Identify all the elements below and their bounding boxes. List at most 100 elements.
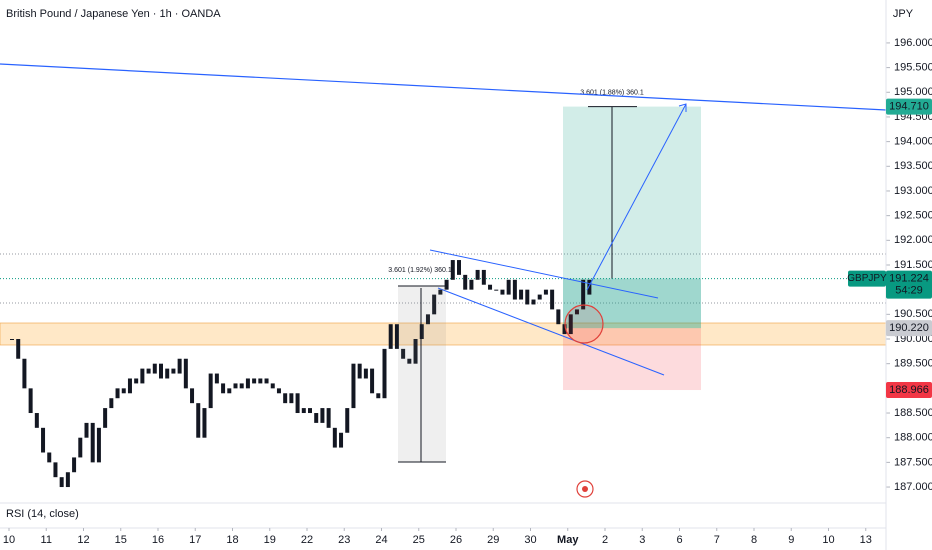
candle — [270, 383, 275, 389]
x-tick-label: 26 — [450, 534, 462, 546]
x-tick-label: 24 — [375, 534, 387, 546]
x-tick-label: 3 — [639, 534, 645, 546]
open-profit — [563, 278, 701, 329]
candle — [295, 393, 300, 414]
candle — [115, 388, 120, 399]
measure-label: 3.601 (1.92%) 360.1 — [388, 267, 452, 274]
candle — [152, 363, 157, 374]
candle — [28, 388, 33, 414]
y-tick-label: 187.500 — [894, 456, 932, 468]
candle — [587, 279, 592, 295]
x-tick-label: 9 — [788, 534, 794, 546]
y-tick-label: 189.500 — [894, 358, 932, 370]
candle — [190, 388, 195, 404]
x-tick-label: 11 — [41, 534, 52, 546]
candle — [208, 373, 213, 409]
candle — [519, 289, 524, 300]
x-tick-label: 15 — [115, 534, 127, 546]
price-tag-label: 188.966 — [889, 384, 929, 396]
last-price-label: 191.224 — [889, 273, 929, 285]
trend-line — [0, 63, 887, 111]
x-tick-label: 8 — [751, 534, 757, 546]
candle — [425, 314, 430, 325]
last-price-tag — [886, 270, 932, 299]
indicator-label: RSI (14, close) — [6, 508, 79, 520]
candle — [512, 279, 517, 300]
candle — [308, 408, 312, 414]
candle — [84, 422, 89, 438]
candle — [556, 309, 561, 325]
price-tag — [886, 320, 932, 337]
x-tick-label: 22 — [301, 534, 313, 546]
candle — [183, 358, 188, 389]
symbol-tag — [848, 270, 886, 287]
candle — [283, 393, 288, 404]
candle — [568, 314, 573, 335]
x-tick-label: 16 — [152, 534, 164, 546]
candle — [239, 383, 244, 389]
candle — [10, 339, 14, 341]
y-tick-label: 195.000 — [894, 86, 932, 98]
candle — [72, 457, 77, 473]
candle — [376, 393, 381, 399]
candle — [494, 289, 499, 291]
candle — [221, 383, 226, 394]
candle — [90, 422, 95, 463]
candle — [202, 408, 207, 438]
candle — [581, 279, 586, 310]
candle — [159, 363, 163, 379]
price-tag-label: 194.710 — [889, 100, 929, 112]
candle — [109, 398, 114, 409]
candle — [41, 427, 46, 453]
candle — [401, 348, 406, 359]
channel-line — [437, 287, 665, 376]
candle — [351, 363, 356, 409]
x-tick-label: 29 — [487, 534, 499, 546]
candle — [314, 413, 319, 423]
candle — [320, 408, 325, 423]
candle — [407, 358, 412, 364]
candle — [543, 289, 548, 295]
candle — [394, 324, 399, 349]
candle — [463, 274, 468, 290]
candle — [506, 279, 511, 295]
candle — [531, 299, 536, 305]
stop-zone — [563, 328, 701, 391]
candle — [245, 378, 250, 389]
y-tick-label: 193.500 — [894, 160, 932, 172]
candle — [326, 408, 331, 428]
y-tick-label: 188.000 — [894, 432, 932, 444]
candle — [264, 378, 269, 384]
x-tick-label: May — [557, 534, 579, 546]
candle — [481, 269, 486, 285]
candle — [78, 437, 83, 458]
candle — [332, 427, 337, 448]
symbol-label: GBPJPY — [847, 273, 887, 284]
candle — [22, 358, 27, 389]
candle — [53, 462, 58, 478]
y-tick-label: 190.500 — [894, 308, 932, 320]
y-tick-label: 195.500 — [894, 62, 932, 74]
price-tag — [886, 382, 932, 399]
price-tag-label: 190.220 — [889, 322, 929, 334]
x-tick-label: 7 — [714, 534, 720, 546]
candle — [59, 477, 64, 488]
candle — [34, 413, 39, 428]
candle — [134, 378, 139, 384]
y-tick-label: 192.000 — [894, 234, 932, 246]
x-tick-label: 10 — [3, 534, 15, 546]
candle — [140, 368, 145, 384]
candle — [127, 378, 132, 394]
countdown-label: 54:29 — [895, 285, 923, 297]
candle — [562, 324, 567, 335]
y-tick-label: 196.000 — [894, 37, 932, 49]
candle — [525, 289, 530, 305]
candle — [457, 260, 461, 275]
channel-line — [429, 249, 659, 299]
x-tick-label: 12 — [77, 534, 89, 546]
candle — [233, 383, 238, 389]
x-tick-label: 25 — [413, 534, 425, 546]
x-tick-label: 17 — [189, 534, 201, 546]
y-tick-label: 191.500 — [894, 259, 932, 271]
